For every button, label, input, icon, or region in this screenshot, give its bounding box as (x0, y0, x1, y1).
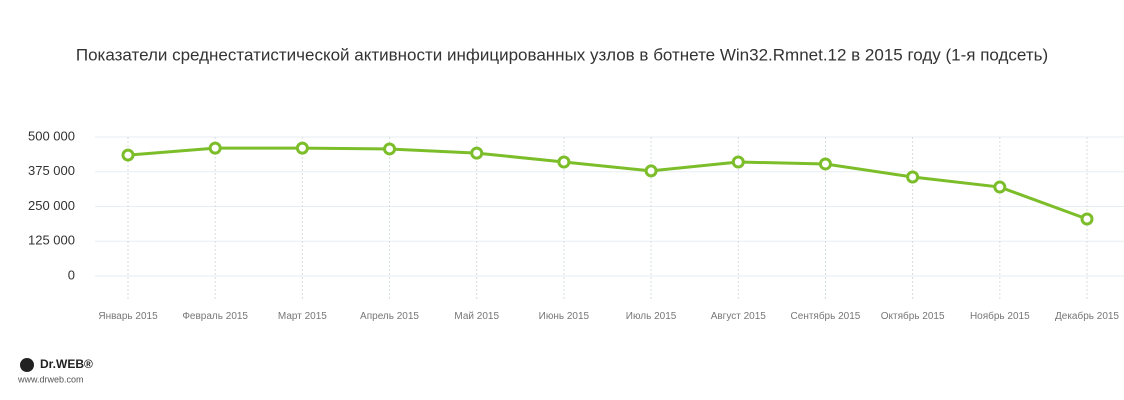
data-point (208, 141, 222, 155)
data-point (906, 170, 920, 184)
y-tick-label: 125 000 (28, 233, 75, 248)
data-point (121, 148, 135, 162)
x-tick-label: Июнь 2015 (538, 311, 590, 322)
data-point (470, 146, 484, 160)
logo: Dr.WEB® www.drweb.com (17, 357, 93, 384)
y-tick-label: 250 000 (28, 198, 75, 213)
x-tick-label: Июль 2015 (625, 311, 677, 322)
y-tick-label: 500 000 (28, 128, 75, 143)
x-tick-label: Сентябрь 2015 (790, 311, 861, 322)
x-tick-label: Ноябрь 2015 (969, 311, 1030, 322)
data-point (731, 155, 745, 169)
data-point (818, 157, 832, 171)
x-tick-label: Август 2015 (710, 311, 766, 322)
x-tick-label: Март 2015 (277, 311, 327, 322)
y-tick-label: 375 000 (28, 163, 75, 178)
y-tick-label: 0 (68, 267, 75, 282)
logo-icon (20, 358, 34, 372)
data-point (644, 164, 658, 178)
data-point (557, 155, 571, 169)
data-point (1080, 212, 1094, 226)
data-point (993, 180, 1007, 194)
chart-title: Показатели среднестатистической активнос… (76, 45, 1048, 64)
x-tick-label: Октябрь 2015 (880, 311, 945, 322)
x-tick-label: Февраль 2015 (182, 311, 248, 322)
x-tick-label: Май 2015 (454, 311, 500, 322)
x-tick-label: Апрель 2015 (360, 311, 419, 322)
logo-name: Dr.WEB® (40, 357, 93, 371)
series-line (127, 146, 1088, 221)
data-point (295, 141, 309, 155)
x-tick-label: Декабрь 2015 (1054, 311, 1119, 322)
x-tick-label: Январь 2015 (98, 311, 158, 322)
data-point (383, 142, 397, 156)
logo-url: www.drweb.com (17, 374, 84, 384)
